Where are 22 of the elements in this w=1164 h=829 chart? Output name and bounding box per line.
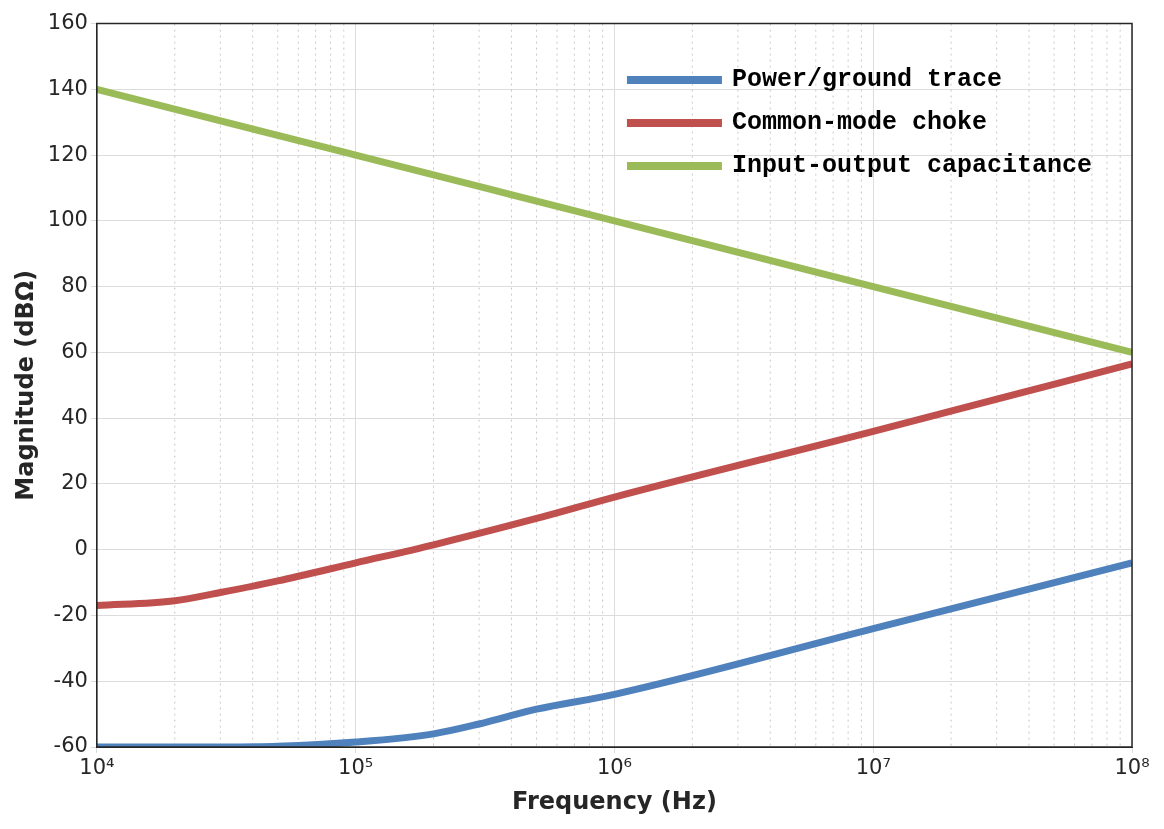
y-tick-label: 120 (47, 141, 88, 166)
y-tick-label: 100 (47, 207, 88, 232)
legend-label: Input-output capacitance (731, 151, 1092, 181)
x-axis-title: Frequency (Hz) (512, 786, 717, 815)
legend-label: Common-mode choke (731, 108, 987, 138)
y-tick-label: -60 (53, 733, 88, 758)
legend-label: Power/ground trace (731, 65, 1002, 95)
x-tick-label: 10⁵ (338, 755, 374, 780)
x-tick-label: 10⁶ (596, 755, 633, 780)
y-tick-label: 20 (61, 470, 88, 495)
y-tick-label: -20 (53, 601, 88, 626)
y-tick-label: 40 (61, 404, 88, 429)
x-tick-label: 10⁷ (855, 755, 891, 780)
y-tick-label: 160 (47, 10, 88, 35)
y-tick-label: 0 (74, 536, 88, 561)
y-tick-label: -40 (53, 667, 88, 692)
x-tick-label: 10⁸ (1114, 755, 1150, 780)
y-tick-label: 140 (47, 75, 88, 100)
y-axis-title: Magnitude (dBΩ) (10, 269, 39, 501)
x-tick-label: 10⁴ (79, 755, 115, 780)
y-tick-label: 80 (61, 273, 88, 298)
y-tick-label: 60 (61, 338, 88, 363)
